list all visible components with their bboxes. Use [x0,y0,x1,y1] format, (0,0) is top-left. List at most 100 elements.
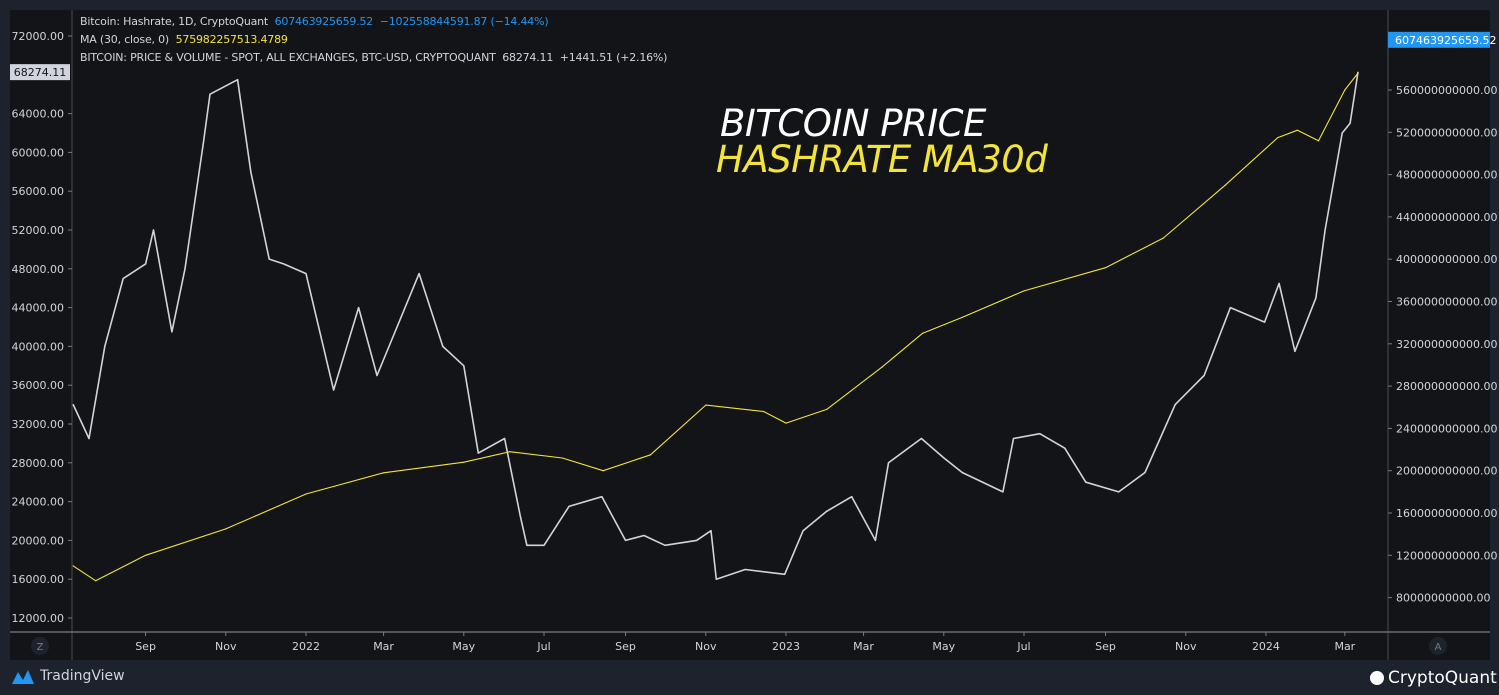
ma-point [225,528,227,530]
price-point [209,93,211,95]
right-tick-label: 200000000000.00 [1396,465,1497,478]
price-point [920,437,923,440]
ma-point [95,580,97,582]
left-tick-label: 52000.00 [12,224,65,237]
cryptoquant-icon [1370,671,1384,685]
price-point [519,515,521,517]
hashrate-last-value-box [1388,31,1490,48]
tradingview-icon [12,670,34,684]
price-point [1278,282,1280,284]
cryptoquant-label: CryptoQuant [1388,668,1497,688]
price-point [1294,350,1296,352]
price-point [184,268,186,270]
price-point [1174,404,1176,406]
price-point [442,345,444,347]
left-tick-label: 16000.00 [12,573,65,586]
left-tick-label: 24000.00 [12,496,65,509]
price-point [601,496,603,498]
x-tick-label: Sep [135,640,156,653]
price-point [526,544,528,546]
x-tick-label: Sep [1095,640,1116,653]
price-point [1144,471,1146,474]
price-point [664,544,666,546]
legend-ma-title: MA (30, close, 0) [80,33,170,46]
scale-auto-button[interactable] [1429,637,1447,655]
price-point [305,273,307,275]
price-point [418,273,420,275]
annotation-bitcoin-price: BITCOIN PRICE [720,102,986,145]
ma-point [1317,140,1320,142]
x-tick-label: Jul [536,640,550,653]
ma-point [1344,89,1346,91]
ma-point [509,451,511,453]
price-point [1064,447,1066,449]
price-point [268,258,270,260]
legend-hashrate: Bitcoin: Hashrate, 1D, CryptoQuant 60746… [80,15,549,28]
price-point [961,471,963,474]
price-point [1357,71,1359,73]
right-tick-label: 120000000000.00 [1396,549,1497,562]
left-tick-label: 64000.00 [12,108,65,121]
right-tick-label: 520000000000.00 [1396,126,1497,139]
price-point [643,534,645,537]
ma-point [1357,72,1359,74]
ma-point [144,554,147,556]
x-tick-label: Nov [215,640,237,653]
price-point [784,573,786,575]
ma-point [1104,267,1107,269]
legend-hashrate-value: 607463925659.52 [274,15,374,28]
price-point [503,437,506,440]
legend-ma-value: 575982257513.4789 [175,33,288,46]
left-tick-label: 36000.00 [12,379,65,392]
ma-point [602,470,604,472]
price-point [477,452,479,454]
left-tick-label: 60000.00 [12,146,65,159]
price-line [72,71,1359,580]
price-point [1039,433,1041,435]
ma-point [922,332,924,334]
left-tick-label: 40000.00 [12,340,65,353]
price-point [104,345,106,347]
right-tick-label: 320000000000.00 [1396,338,1497,351]
left-tick-label: 48000.00 [12,263,65,276]
x-tick-label: Sep [615,640,636,653]
x-tick-label: May [452,640,475,653]
x-tick-label: Mar [1334,640,1355,653]
price-point [463,365,465,367]
annotation-hashrate-ma: HASHRATE MA30d [716,138,1048,181]
right-tick-label: 280000000000.00 [1396,380,1497,393]
price-point [710,530,712,532]
x-tick-label: May [932,640,955,653]
ma-point [72,565,74,567]
scale-z-button[interactable] [31,637,49,655]
right-tick-label: 80000000000.00 [1396,592,1490,605]
price-point [943,457,945,459]
price-point [376,374,378,377]
legend-price-change: +1441.51 (+2.16%) [559,51,668,64]
price-last-value-label: 68274.11 [14,66,67,79]
price-point [543,544,545,546]
price-point [1315,297,1317,299]
cryptoquant-logo: CryptoQuant [1370,668,1497,688]
ma-point [1162,237,1164,239]
ma-point [1224,184,1226,186]
scale-z-label: Z [37,642,44,653]
ma-point [961,316,963,318]
legend-hashrate-change: −102558844591.87 (−14.44%) [379,15,549,28]
right-tick-label: 480000000000.00 [1396,169,1497,182]
price-point [1324,229,1326,231]
price-point [152,229,155,231]
left-tick-label: 44000.00 [12,302,65,315]
legend-ma: MA (30, close, 0) 575982257513.4789 [80,33,288,46]
price-point [358,307,360,309]
ma-point [785,422,787,424]
price-point [802,530,804,532]
price-point [1349,122,1351,124]
price-point [568,505,570,508]
tradingview-logo[interactable]: TradingView [12,668,125,684]
price-point [695,539,698,542]
price-point [1229,307,1232,309]
ma-point [382,472,385,474]
x-tick-label: 2023 [772,640,800,653]
hashrate-last-value-label: 607463925659.52 [1395,34,1496,47]
